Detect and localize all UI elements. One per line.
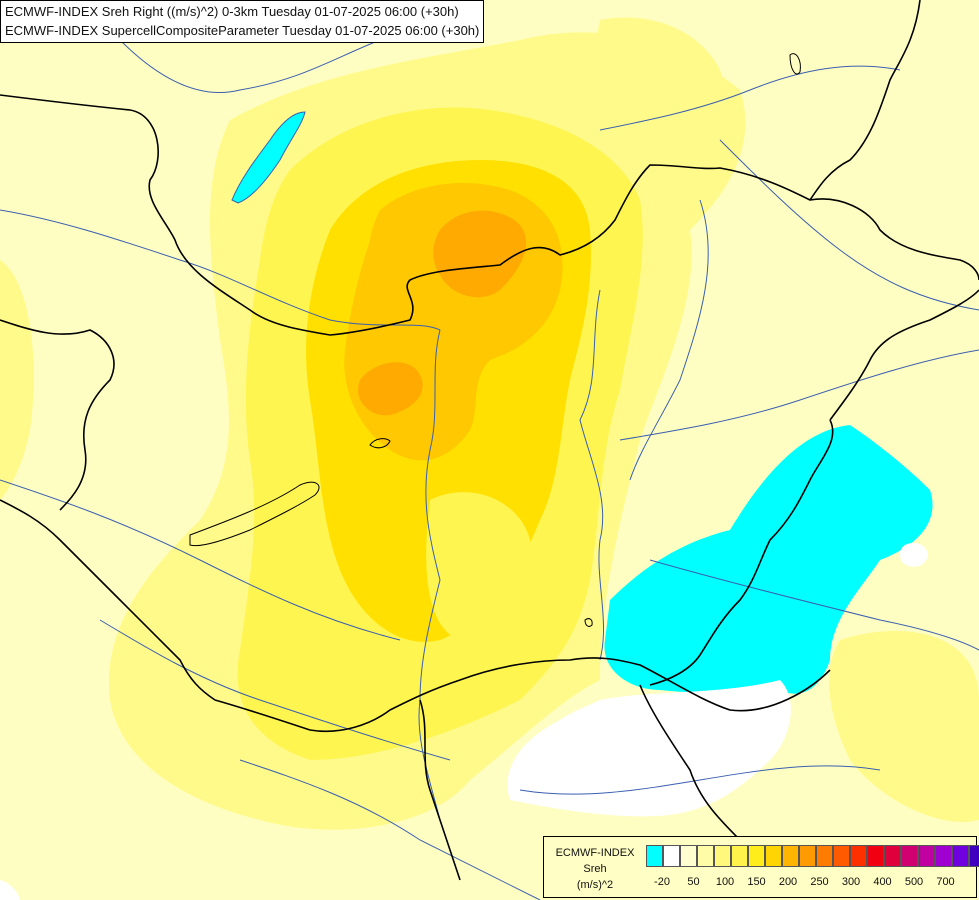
legend-tick: -20 [654, 876, 670, 888]
legend-swatch [935, 845, 952, 867]
legend-box: ECMWF-INDEX Sreh (m/s)^2 -20 50 100 150 200 2… [543, 836, 979, 898]
header-title-sreh: ECMWF-INDEX Sreh Right ((m/s)^2) 0-3km T… [5, 4, 459, 19]
legend-swatch [646, 845, 663, 867]
sreh-zone-yellow-inner [426, 492, 532, 640]
legend-tick: 250 [810, 876, 829, 888]
legend-swatch [782, 845, 799, 867]
legend-swatch [901, 845, 918, 867]
legend-tick: 500 [904, 876, 924, 888]
legend-tick: 50 [687, 876, 700, 888]
legend-swatch [952, 845, 969, 867]
sreh-zone-orange-north [433, 210, 527, 298]
legend-swatch [816, 845, 833, 867]
map-header: ECMWF-INDEX Sreh Right ((m/s)^2) 0-3km T… [0, 0, 485, 43]
legend-swatch [884, 845, 901, 867]
sreh-zone-light-ne [597, 17, 726, 116]
legend-swatch [731, 845, 748, 867]
legend-swatch [850, 845, 867, 867]
legend-swatch [748, 845, 765, 867]
legend-swatch [697, 845, 714, 867]
country-borders [0, 0, 979, 881]
legend-swatch [765, 845, 782, 867]
legend-swatch [680, 845, 697, 867]
legend-source: ECMWF-INDEX [555, 847, 635, 859]
legend-swatch [714, 845, 731, 867]
sreh-zone-orange-center [358, 362, 423, 416]
legend-swatch [833, 845, 850, 867]
sreh-zone-negative [604, 425, 933, 694]
legend-swatch [918, 845, 935, 867]
sreh-zone-white-corner [0, 880, 20, 900]
lake-outline [231, 111, 306, 204]
legend-tick: 300 [841, 876, 861, 888]
legend-tick: 400 [873, 876, 892, 888]
legend-tick: 700 [936, 876, 955, 888]
sreh-zone-light-se [829, 630, 979, 822]
sreh-zone-white [507, 680, 791, 817]
header-title-scp: ECMWF-INDEX SupercellCompositeParameter … [5, 23, 480, 38]
legend-variable: Sreh [583, 863, 607, 875]
legend-swatch [867, 845, 884, 867]
rivers [0, 39, 979, 900]
legend-tick: 200 [778, 876, 798, 888]
legend-swatch [969, 845, 979, 867]
legend-swatch [799, 845, 816, 867]
legend-tick: 100 [715, 876, 735, 888]
legend-tick: 150 [747, 876, 766, 888]
legend-tick-labels: -20 50 100 150 200 250 300 400 500 700 [646, 876, 976, 890]
legend-color-bar [646, 845, 979, 867]
legend-swatch [663, 845, 680, 867]
sreh-zone-white-small [899, 543, 928, 567]
legend-unit: (m/s)^2 [576, 879, 614, 891]
scp-contours [189, 53, 801, 627]
sreh-zone-light-w [0, 260, 34, 500]
